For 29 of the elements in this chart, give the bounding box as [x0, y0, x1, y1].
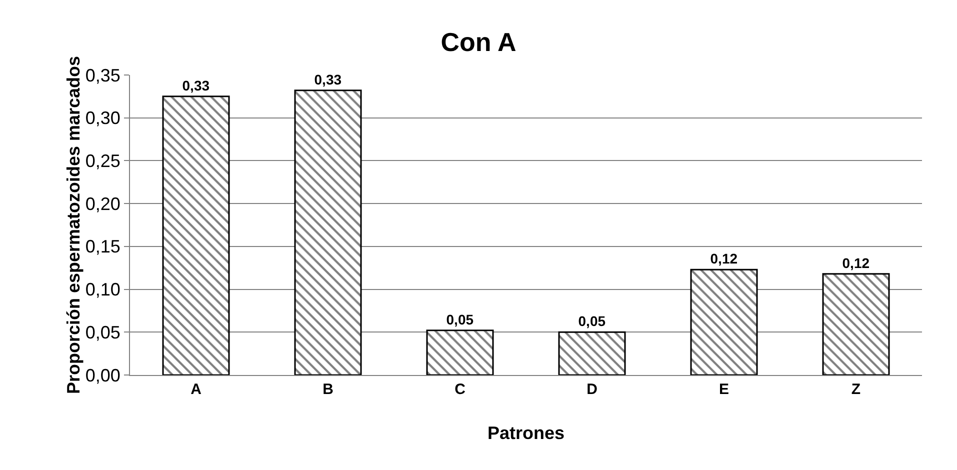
y-tick-label: 0,35: [85, 65, 120, 86]
y-axis-title: Proporción espermatozoides marcados: [63, 56, 84, 394]
data-label: 0,05: [578, 313, 606, 330]
x-tick-label: A: [190, 381, 202, 398]
x-tick-label: Z: [851, 381, 861, 398]
y-tick-label: 0,30: [85, 108, 120, 128]
x-tick-label: E: [718, 381, 730, 398]
bar: [558, 331, 626, 375]
data-label: 0,12: [710, 250, 738, 267]
y-tick-label: 0,20: [85, 194, 120, 214]
data-label: 0,33: [314, 71, 342, 88]
y-tick-label: 0,10: [85, 280, 120, 300]
x-axis-title: Patrones: [487, 423, 565, 443]
data-label: 0,12: [842, 254, 870, 271]
data-label: 0,05: [446, 311, 474, 328]
chart-title: Con A: [440, 27, 517, 58]
data-label: 0,33: [182, 77, 210, 94]
bar: [426, 330, 494, 375]
bar: [822, 273, 890, 375]
bar: [294, 90, 362, 375]
x-tick-label: B: [322, 381, 334, 398]
x-tick-label: D: [586, 381, 598, 398]
y-tick-label: 0,15: [85, 236, 120, 257]
bar: [690, 268, 758, 375]
y-tick-label: 0,05: [85, 322, 120, 342]
y-tick-label: 0,00: [85, 365, 120, 386]
x-tick-label: C: [454, 381, 466, 398]
bar: [162, 96, 230, 375]
y-tick-label: 0,25: [85, 151, 120, 172]
